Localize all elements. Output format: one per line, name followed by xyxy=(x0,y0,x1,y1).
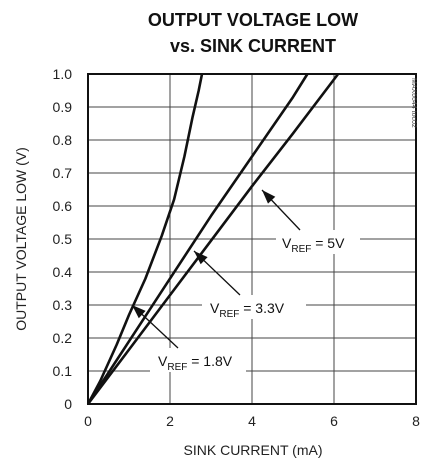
x-tick-label-1: 2 xyxy=(166,413,174,429)
annotations: VREF = 1.8V VREF = 3.3V VREF = 5V xyxy=(131,189,360,373)
series-label-2: VREF = 5V xyxy=(282,235,345,255)
y-tick-label-4: 0.4 xyxy=(53,264,73,280)
arrow-head-1 xyxy=(194,251,208,265)
y-tick-label-7: 0.7 xyxy=(53,165,73,181)
y-tick-label-1: 0.1 xyxy=(53,363,73,379)
series-lines xyxy=(86,73,340,405)
arrow-head-0 xyxy=(132,305,146,319)
plot-frame xyxy=(87,73,417,405)
label-bg-1 xyxy=(202,295,306,319)
series-label-1: VREF = 3.3V xyxy=(210,300,285,320)
y-tick-label-2: 0.2 xyxy=(53,330,73,346)
y-tick-label-5: 0.5 xyxy=(53,231,73,247)
label-bg-2 xyxy=(276,230,360,254)
x-tick-label-4: 8 xyxy=(412,413,420,429)
y-tick-label-8: 0.8 xyxy=(53,132,73,148)
x-tick-label-2: 4 xyxy=(248,413,256,429)
series-line-0 xyxy=(86,73,204,405)
y-tick-label-6: 0.6 xyxy=(53,198,73,214)
x-tick-label-0: 0 xyxy=(84,413,92,429)
y-tick-label-9: 0.9 xyxy=(53,99,73,115)
series-line-1 xyxy=(86,73,309,405)
y-tick-label-0: 0 xyxy=(64,396,72,412)
x-axis-label: SINK CURRENT (mA) xyxy=(184,442,323,458)
y-axis-label: OUTPUT VOLTAGE LOW (V) xyxy=(13,147,29,331)
arrow-head-2 xyxy=(262,190,276,204)
chart-title-line2: vs. SINK CURRENT xyxy=(170,36,336,56)
label-bg-0 xyxy=(150,348,246,372)
series-line-2 xyxy=(86,73,340,405)
chart-title-line1: OUTPUT VOLTAGE LOW xyxy=(148,10,358,30)
x-tick-label-3: 6 xyxy=(330,413,338,429)
x-tick-labels: 0 2 4 6 8 xyxy=(84,413,420,429)
series-label-0: VREF = 1.8V xyxy=(158,353,233,373)
figure-id-watermark: MAX6644 toc02 xyxy=(410,78,417,128)
y-tick-label-10: 1.0 xyxy=(53,66,73,82)
y-tick-labels: 0 0.1 0.2 0.3 0.4 0.5 0.6 0.7 0.8 0.9 1.0 xyxy=(53,66,73,412)
y-tick-label-3: 0.3 xyxy=(53,297,73,313)
grid xyxy=(87,73,417,405)
